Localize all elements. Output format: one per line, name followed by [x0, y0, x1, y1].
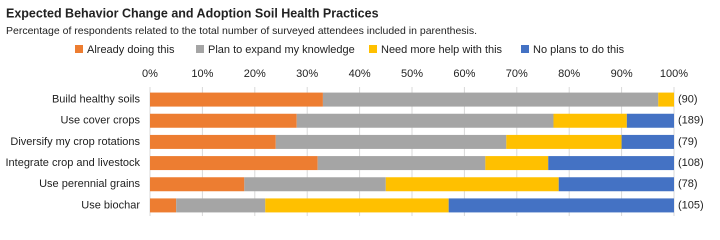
bar-segment — [621, 134, 674, 149]
count-label: (108) — [678, 157, 704, 169]
x-tick-label: 30% — [296, 68, 318, 80]
bar-segment — [265, 198, 449, 213]
count-label: (189) — [678, 115, 704, 127]
bar-segment — [506, 134, 622, 149]
bar-segment — [150, 92, 323, 107]
legend-swatch — [369, 45, 377, 53]
bar-segment — [296, 113, 554, 128]
bar-segment — [558, 177, 674, 192]
x-tick-label: 80% — [558, 68, 580, 80]
y-tick-label: Use perennial grains — [39, 178, 140, 190]
x-tick-label: 70% — [506, 68, 528, 80]
bar-segment — [658, 92, 674, 107]
bar-segment — [548, 156, 674, 171]
x-tick-label: 90% — [611, 68, 633, 80]
count-label: (105) — [678, 199, 704, 211]
legend-swatch — [196, 45, 204, 53]
bar-segment — [485, 156, 549, 171]
x-tick-label: 0% — [142, 68, 158, 80]
legend-label: Already doing this — [87, 44, 175, 56]
chart: Expected Behavior Change and Adoption So… — [5, 6, 704, 216]
y-tick-label: Diversify my crop rotations — [10, 136, 140, 148]
bar-segment — [322, 92, 659, 107]
bar-segment — [385, 177, 559, 192]
bar-segment — [448, 198, 674, 213]
y-tick-label: Use cover crops — [61, 115, 141, 127]
bar-segment — [150, 113, 297, 128]
x-tick-label: 10% — [191, 68, 213, 80]
bar-segment — [553, 113, 627, 128]
bar-segment — [317, 156, 486, 171]
count-label: (90) — [678, 93, 698, 105]
legend-label: No plans to do this — [533, 44, 625, 56]
y-tick-label: Integrate crop and livestock — [5, 157, 140, 169]
count-label: (78) — [678, 178, 698, 190]
count-label: (79) — [678, 136, 698, 148]
bar-segment — [150, 134, 276, 149]
bar-segment — [150, 156, 318, 171]
x-tick-label: 50% — [401, 68, 423, 80]
bar-segment — [626, 113, 674, 128]
x-tick-label: 40% — [349, 68, 371, 80]
legend-swatch — [75, 45, 83, 53]
bar-segment — [176, 198, 266, 213]
x-tick-label: 100% — [660, 68, 688, 80]
bar-segment — [275, 134, 507, 149]
y-tick-label: Build healthy soils — [52, 93, 141, 105]
bar-segment — [244, 177, 386, 192]
x-tick-label: 20% — [244, 68, 266, 80]
bar-segment — [150, 177, 245, 192]
chart-title: Expected Behavior Change and Adoption So… — [6, 6, 379, 20]
x-tick-label: 60% — [453, 68, 475, 80]
bar-segment — [150, 198, 177, 213]
legend-label: Plan to expand my knowledge — [208, 44, 355, 56]
legend-swatch — [521, 45, 529, 53]
chart-subtitle: Percentage of respondents related to the… — [6, 25, 477, 37]
legend-label: Need more help with this — [381, 44, 503, 56]
y-tick-label: Use biochar — [81, 199, 140, 211]
